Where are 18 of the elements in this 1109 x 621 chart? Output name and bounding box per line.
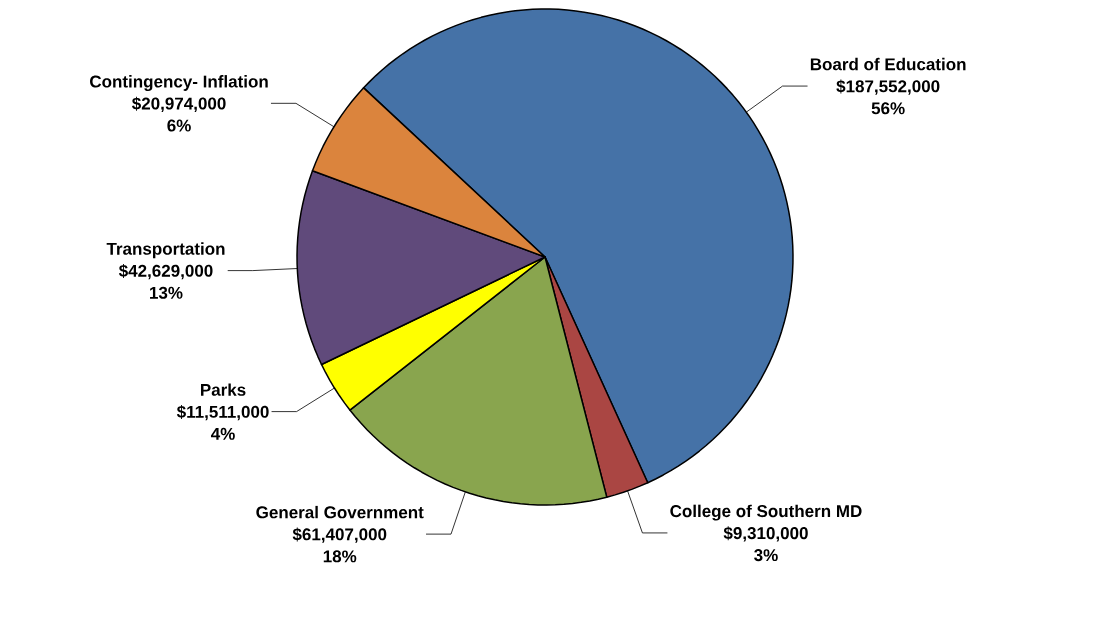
text: 56%	[871, 102, 905, 115]
slice-label: General Government	[256, 505, 424, 519]
slice-label: Transportation	[106, 242, 225, 259]
data-label: $42,629,000	[118, 264, 213, 280]
text: 3%	[754, 549, 778, 562]
data-label: $187,552,000	[836, 79, 940, 95]
slice-label: Contingency- Inflation	[90, 75, 268, 91]
data-label: $61,407,000	[292, 527, 387, 543]
text: 4%	[211, 427, 235, 440]
text: 13%	[150, 286, 183, 299]
data-label: $20,974,000	[132, 96, 226, 113]
data-label: $11,511,000	[176, 405, 269, 421]
slice-label: Board of Education	[810, 57, 966, 71]
slice-label: Parks	[201, 383, 246, 396]
data-label: $9,310,000	[723, 526, 808, 542]
text: 6%	[167, 119, 191, 132]
slice-label: College of Southern MD	[670, 504, 862, 521]
text: 18%	[323, 550, 357, 563]
